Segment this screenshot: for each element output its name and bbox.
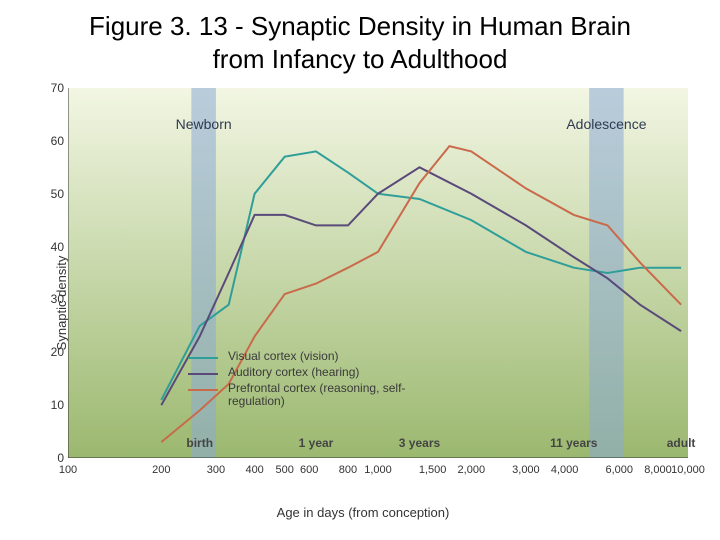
x-tick-label: 300 [207,458,225,476]
y-tick-label: 60 [40,134,68,148]
band-label: Newborn [176,116,232,132]
x-tick-label: 1,000 [364,458,392,476]
y-tick-label: 30 [40,292,68,306]
band-label: Adolescence [566,116,646,132]
y-tick-label: 20 [40,345,68,359]
x-tick-label: 400 [245,458,263,476]
legend-swatch [188,389,218,391]
x-tick-label: 500 [275,458,293,476]
legend-swatch [188,373,218,375]
legend-label: Prefrontal cortex (reasoning, self-regul… [228,382,448,410]
x-axis-label: Age in days (from conception) [277,505,450,520]
x-tick-label: 2,000 [458,458,486,476]
x-tick-label: 1,500 [419,458,447,476]
x-tick-label: 8,000 [644,458,672,476]
legend-item: Visual cortex (vision) [188,350,448,364]
x-tick-label: 10,000 [671,458,705,476]
x-tick-label: 800 [339,458,357,476]
x-tick-label: 3,000 [512,458,540,476]
legend-label: Visual cortex (vision) [228,350,338,364]
slide: Figure 3. 13 - Synaptic Density in Human… [0,0,720,540]
legend: Visual cortex (vision) Auditory cortex (h… [188,350,448,411]
legend-swatch [188,357,218,359]
legend-label: Auditory cortex (hearing) [228,366,359,380]
x-annotation: birth [186,436,213,450]
x-annotation: adult [667,436,696,450]
y-tick-label: 40 [40,240,68,254]
x-annotation: 3 years [399,436,440,450]
x-tick-label: 6,000 [605,458,633,476]
y-tick-label: 10 [40,398,68,412]
y-tick-label: 70 [40,81,68,95]
x-annotation: 11 years [550,436,597,450]
x-tick-label: 4,000 [551,458,579,476]
legend-item: Prefrontal cortex (reasoning, self-regul… [188,382,448,410]
x-tick-label: 200 [152,458,170,476]
x-annotation: 1 year [299,436,334,450]
figure-title: Figure 3. 13 - Synaptic Density in Human… [0,0,720,81]
y-tick-label: 50 [40,187,68,201]
x-tick-label: 600 [300,458,318,476]
legend-item: Auditory cortex (hearing) [188,366,448,380]
x-tick-label: 100 [59,458,77,476]
chart-container: Synaptic density Age in days (from conce… [18,88,708,518]
